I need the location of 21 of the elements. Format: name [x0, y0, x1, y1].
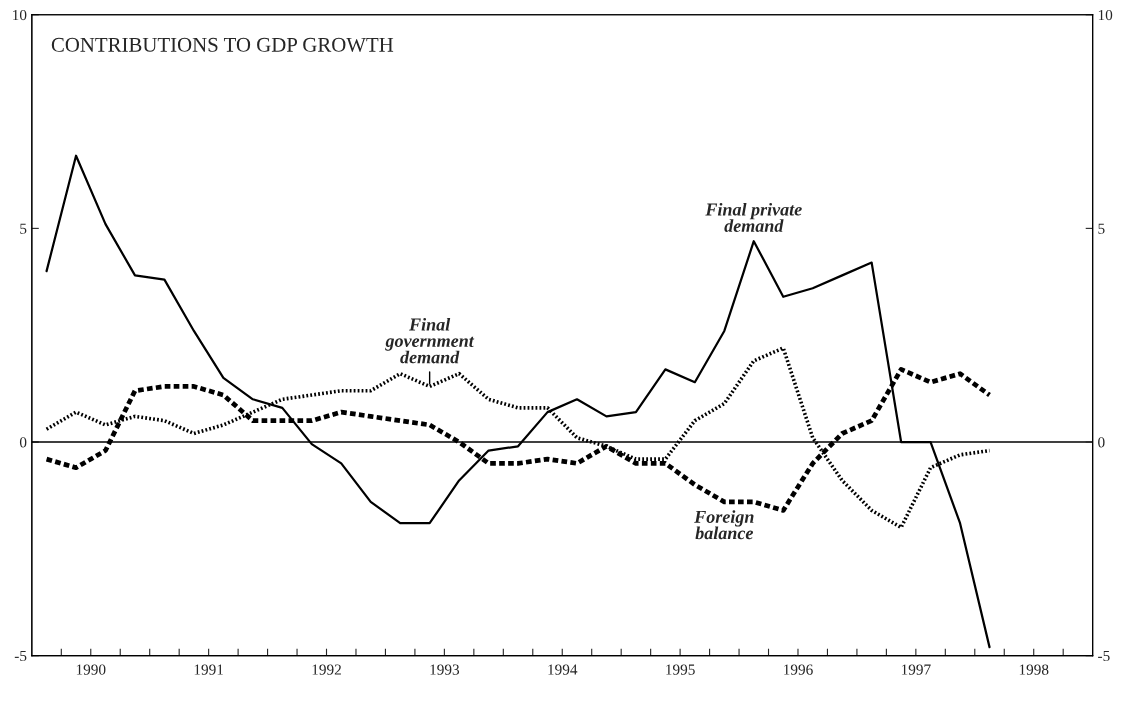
x-tick-label: 1997 [901, 664, 931, 675]
x-tick-label: 1998 [1019, 664, 1049, 675]
x-tick-label: 1996 [784, 664, 813, 675]
text: CONTRIBUTIONS TO GDP GROWTH [51, 37, 394, 52]
y-tick-label: 0 [19, 437, 27, 448]
annotation: Final government demand [385, 317, 475, 364]
y-tick-label: 5 [20, 223, 27, 234]
y-tick-label: -5 [14, 650, 27, 662]
x-tick-label: 1995 [666, 664, 695, 675]
x-tick-label: 1991 [194, 664, 223, 675]
y2-tick-label: -5 [1098, 650, 1110, 662]
x-tick-label: 1993 [430, 664, 460, 675]
annotation: Foreign balance [694, 510, 754, 540]
y2-tick-label: 10 [1098, 9, 1113, 21]
y2-tick-label: 5 [1098, 223, 1105, 234]
x-tick-label: 1990 [76, 664, 106, 675]
x-tick-label: 1994 [548, 664, 578, 675]
y2-tick-label: 0 [1098, 437, 1105, 448]
y-tick-label: 10 [13, 9, 27, 21]
annotation: Final private demand [705, 202, 802, 232]
x-tick-label: 1992 [312, 664, 341, 675]
